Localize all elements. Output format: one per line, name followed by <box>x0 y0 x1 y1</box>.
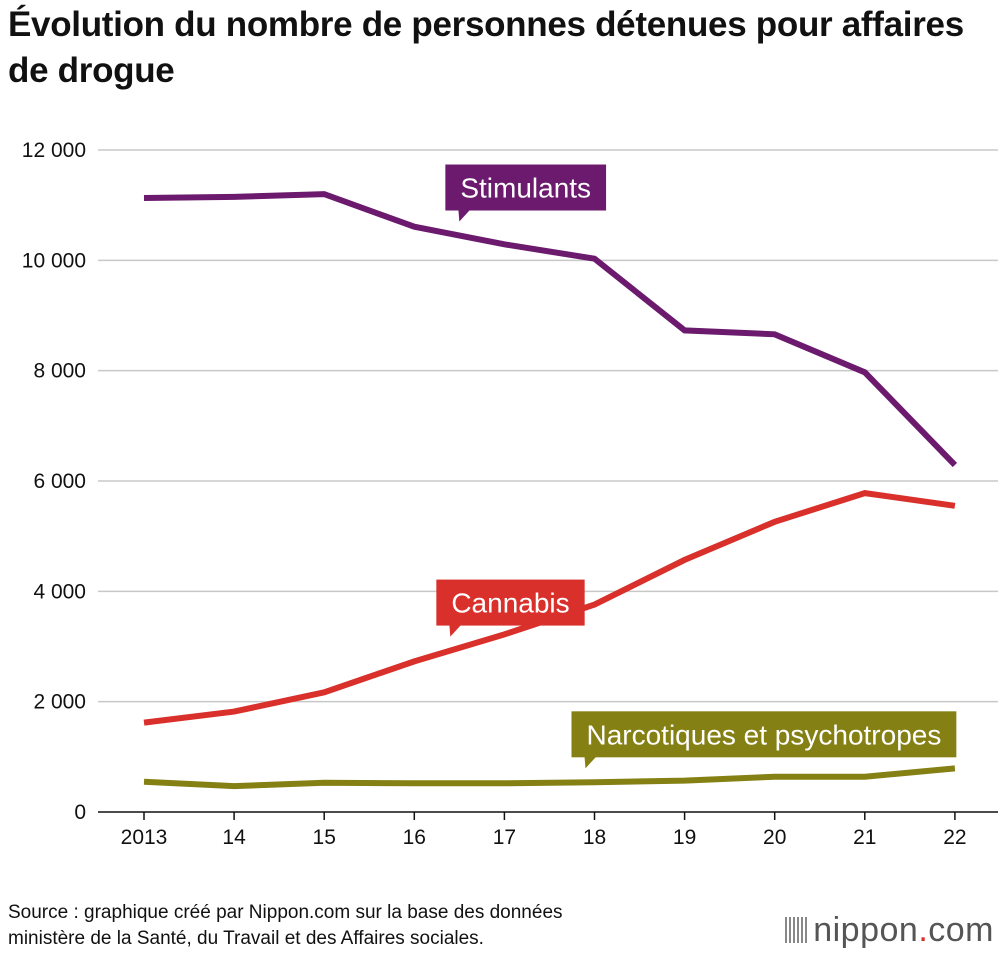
x-tick-label: 20 <box>763 826 786 849</box>
series-line-stimulants <box>143 191 958 468</box>
source-line-2: ministère de la Santé, du Travail et des… <box>8 928 484 949</box>
source-line-1: Source : graphique créé par Nippon.com s… <box>8 902 563 923</box>
series-label-pointer <box>584 756 597 769</box>
series-label-text: Cannabis <box>451 588 569 619</box>
y-tick-label: 12 000 <box>22 139 86 162</box>
x-tick-label: 17 <box>493 826 516 849</box>
x-tick-label: 14 <box>222 826 246 849</box>
chart-title: Évolution du nombre de personnes détenue… <box>8 5 964 90</box>
x-tick-label: 22 <box>943 826 966 849</box>
y-axis-tick-labels: 0 2 000 4 000 6 000 8 000 10 000 12 000 <box>22 139 86 824</box>
y-tick-label: 2 000 <box>33 691 86 714</box>
series-label-pointer <box>458 209 471 222</box>
x-tick-label: 2013 <box>121 826 168 849</box>
series-label-text: Narcotiques et psychotropes <box>586 719 941 750</box>
series-label-narcotiques: Narcotiques et psychotropes <box>571 711 957 769</box>
gridlines <box>98 149 998 703</box>
logo-name: nippon <box>813 911 919 949</box>
series-label-box <box>436 579 585 626</box>
y-tick-label: 10 000 <box>22 249 86 272</box>
x-tick-label: 16 <box>403 826 426 849</box>
series-label-pointer <box>449 624 462 637</box>
series-label-cannabis: Cannabis <box>436 579 585 637</box>
y-tick-label: 6 000 <box>33 470 86 493</box>
series-line-narcotiques <box>143 765 956 790</box>
y-tick-label: 8 000 <box>33 360 86 383</box>
x-tick-label: 21 <box>853 826 876 849</box>
series-labels: Stimulants Cannabis Narcotiques et psychot… <box>436 164 957 769</box>
y-tick-label: 0 <box>74 801 86 824</box>
series-label-stimulants: Stimulants <box>445 164 607 222</box>
series-label-box <box>571 711 957 758</box>
x-tick-label: 19 <box>673 826 696 849</box>
series-label-box <box>445 164 607 211</box>
nippon-logo[interactable]: nippon.com <box>785 910 994 950</box>
source-note: Source : graphique créé par Nippon.com s… <box>8 900 563 952</box>
series-lines <box>143 191 958 790</box>
y-tick-label: 4 000 <box>33 580 86 603</box>
x-axis: 2013 14 15 16 17 18 19 20 21 22 <box>98 811 998 849</box>
logo-suffix: com <box>928 911 994 949</box>
logo-dot: . <box>918 911 929 949</box>
x-tick-label: 15 <box>313 826 336 849</box>
x-tick-label: 18 <box>583 826 606 849</box>
logo-mark-icon <box>785 917 808 943</box>
series-label-text: Stimulants <box>460 173 591 204</box>
